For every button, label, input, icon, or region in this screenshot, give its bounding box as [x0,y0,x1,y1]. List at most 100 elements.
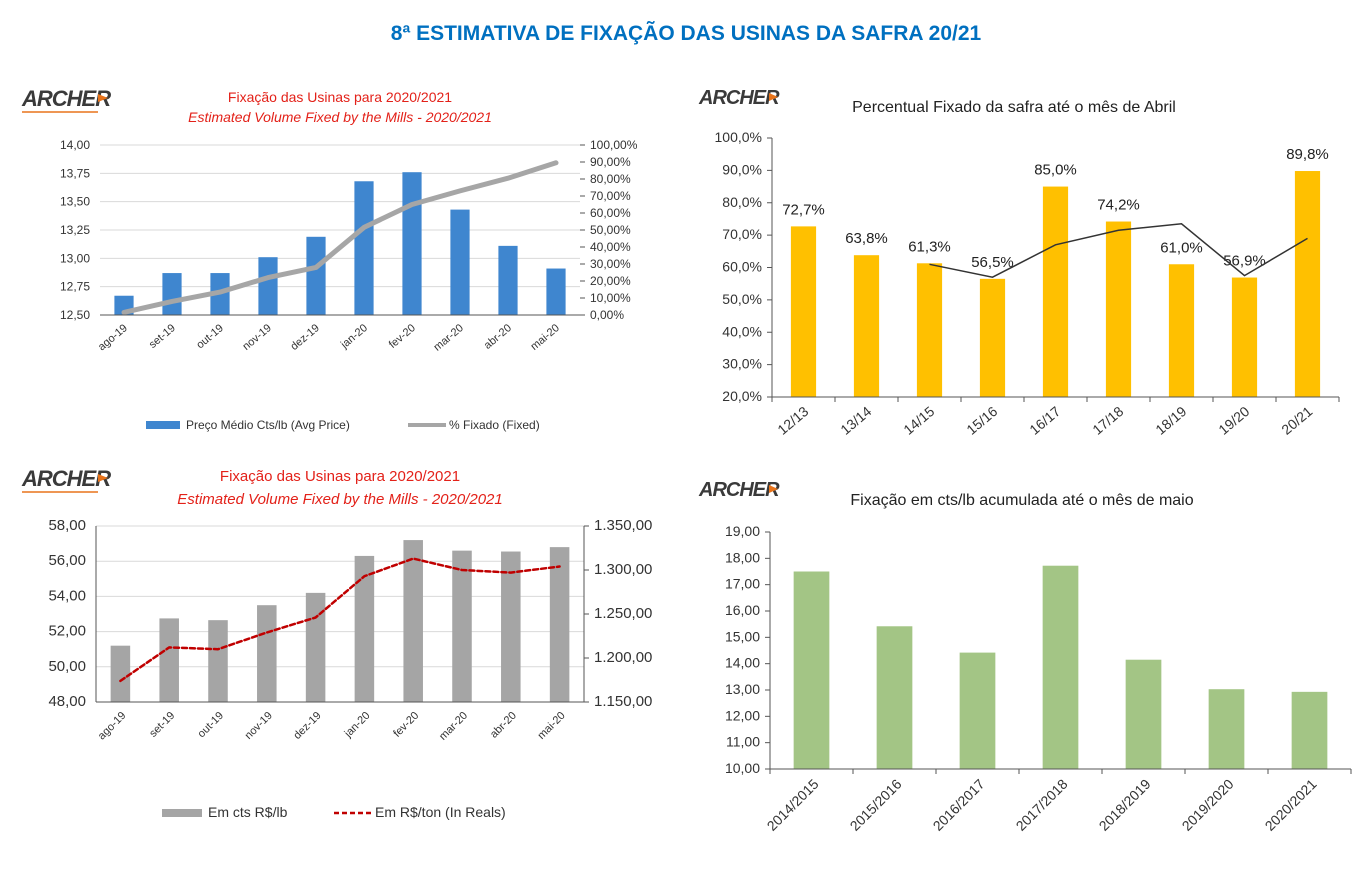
x-tick-label: 13/14 [837,403,874,438]
bar [1125,659,1162,769]
bar [306,236,326,315]
chart-title: Fixação em cts/lb acumulada até o mês de… [850,492,1193,509]
y-tick-label: 15,00 [725,628,760,644]
x-tick-label: mai-20 [535,710,567,742]
y-tick-label: 13,00 [725,681,760,697]
y2-tick-label: 50,00% [590,223,631,237]
data-label: 56,5% [971,254,1014,271]
y-tick-label: 12,00 [725,707,760,723]
data-label: 72,7% [782,201,825,218]
x-tick-label: nov-19 [243,710,275,742]
y2-tick-label: 10,00% [590,291,631,305]
bar [876,626,913,769]
y-tick-label: 11,00 [726,734,760,750]
bar [258,257,278,315]
bar [403,540,423,702]
x-tick-label: fev-20 [387,322,418,351]
y2-tick-label: 90,00% [590,155,631,169]
y-tick-label: 52,00 [48,623,86,640]
chart-fixation-reais: ARCHER Fixação das Usinas para 2020/2021… [21,466,652,820]
bar [790,226,817,397]
trend-line [929,223,1308,278]
y-tick-label: 60,0% [722,259,762,275]
x-tick-label: 2019/2020 [1179,776,1237,834]
y2-tick-label: 40,00% [590,240,631,254]
bar [1291,691,1328,769]
x-tick-label: jan-20 [338,322,370,351]
bar [1042,565,1079,769]
archer-logo: ARCHER [21,86,112,113]
x-tick-label: ago-19 [96,710,129,743]
bar [1208,689,1245,769]
x-tick-label: 14/15 [900,403,937,438]
data-label: 61,0% [1160,239,1203,256]
bar [1294,171,1321,397]
bar [853,255,880,397]
bar [162,273,182,315]
y-tick-label: 14,00 [60,138,90,152]
y-tick-label: 17,00 [725,576,760,592]
x-tick-label: mai-20 [528,322,561,353]
x-tick-label: 2018/2019 [1096,776,1154,834]
x-tick-label: jan-20 [342,710,373,741]
x-tick-label: nov-19 [240,322,273,353]
chart-title: Fixação das Usinas para 2020/2021 [220,468,460,485]
x-tick-label: ago-19 [96,322,130,353]
y2-tick-label: 60,00% [590,206,631,220]
page-title: 8ª ESTIMATIVA DE FIXAÇÃO DAS USINAS DA S… [390,22,982,45]
logo-text: ARCHER [21,86,111,111]
y2-tick-label: 70,00% [590,189,631,203]
y-tick-label: 50,00 [48,658,86,675]
bar [450,209,470,315]
bar [452,550,472,702]
logo-arrow-icon [98,474,108,482]
bar [208,620,228,702]
x-tick-label: dez-19 [291,710,323,742]
chart-title: Fixação das Usinas para 2020/2021 [228,89,452,105]
chart-title: Percentual Fixado da safra até o mês de … [852,99,1176,116]
y-tick-label: 70,0% [722,226,762,242]
bar [402,172,422,315]
x-tick-label: out-19 [196,710,227,741]
y-tick-label: 50,0% [722,291,762,307]
y-tick-label: 80,0% [722,194,762,210]
data-label: 85,0% [1034,162,1077,179]
legend-label-line: % Fixado (Fixed) [449,418,540,432]
y-tick-label: 13,25 [60,223,90,237]
y-tick-label: 10,00 [725,760,760,776]
bar [1231,277,1258,397]
legend-swatch-bar [146,421,180,429]
bar [354,181,374,315]
y-tick-label: 19,00 [725,523,760,539]
y-tick-label: 20,0% [722,388,762,404]
x-tick-label: 16/17 [1026,403,1063,438]
x-tick-label: 2016/2017 [930,776,988,834]
bar [1042,186,1069,397]
chart-subtitle: Estimated Volume Fixed by the Mills - 20… [177,491,502,508]
bar [257,605,277,702]
bar [110,645,131,702]
y-tick-label: 18,00 [725,549,760,565]
archer-logo: ARCHER [698,479,781,501]
x-tick-label: abr-20 [482,322,514,352]
legend-swatch-bar [162,809,202,817]
y-tick-label: 56,00 [48,552,86,569]
y-tick-label: 16,00 [725,602,760,618]
x-tick-label: out-19 [194,322,226,351]
x-tick-label: 20/21 [1278,403,1315,438]
y-tick-label: 12,75 [60,280,90,294]
logo-text: ARCHER [698,87,780,109]
x-tick-label: 17/18 [1089,403,1126,438]
x-tick-label: 2015/2016 [847,776,905,834]
y-tick-label: 54,00 [48,587,86,604]
y2-tick-label: 1.150,00 [594,693,652,710]
chart-accumulated-may: ARCHER Fixação em cts/lb acumulada até o… [698,479,1352,834]
legend-label-bar: Preço Médio Cts/lb (Avg Price) [186,418,350,432]
x-tick-label: set-19 [147,710,177,740]
x-tick-label: dez-19 [288,322,321,353]
legend-label-line: Em R$/ton (In Reals) [375,804,506,820]
data-label: 63,8% [845,230,888,247]
archer-logo: ARCHER [698,87,781,109]
y-tick-label: 48,00 [48,693,86,710]
x-tick-label: mar-20 [437,710,470,743]
